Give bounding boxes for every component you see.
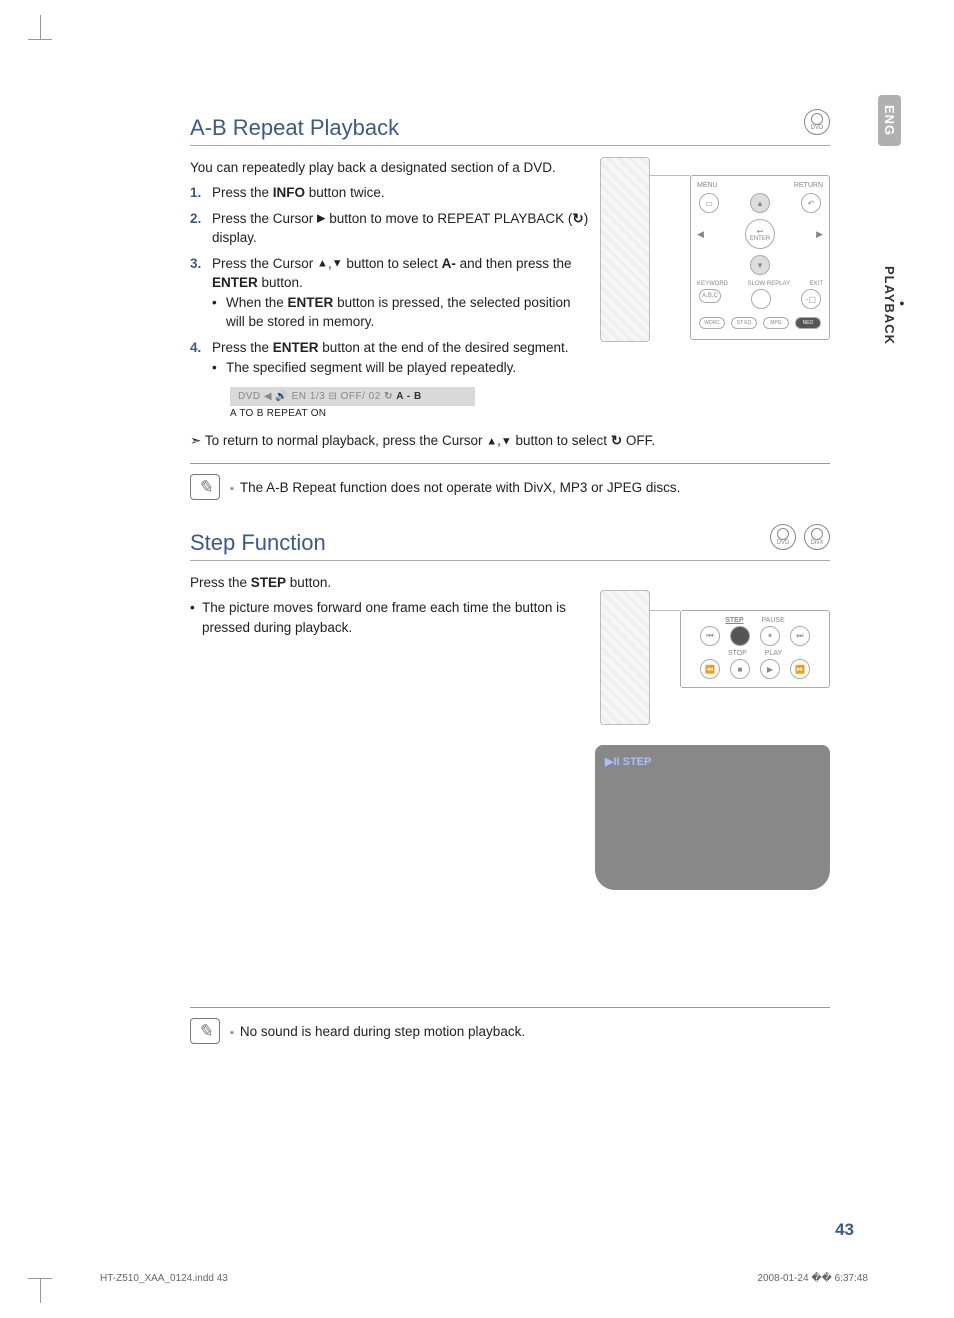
skip-back-button-icon: ⏮ (700, 626, 720, 646)
footer-timestamp: 2008-01-24 �� 6:37:48 (757, 1273, 868, 1284)
wdrc-button: WDRC (699, 317, 725, 329)
menu-button-icon: ▭ (699, 193, 719, 213)
heading-step-function-text: Step Function (190, 530, 326, 555)
cursor-down-icon: ▼ (332, 257, 343, 269)
slowreplay-button (751, 289, 771, 309)
pause-button-icon: ⏸ (760, 626, 780, 646)
left-button-icon: ◀ (697, 229, 704, 240)
note-icon-2: ✎ (190, 1018, 220, 1044)
keyword-button: A,B,C (699, 289, 721, 303)
ffwd-button-icon: ⏩ (790, 659, 810, 679)
play-label: PLAY (765, 650, 782, 657)
osd-status-caption: A TO B REPEAT ON (230, 408, 830, 419)
page-number: 43 (835, 1220, 854, 1240)
play-button-icon: ▶ (760, 659, 780, 679)
stop-button-icon: ■ (730, 659, 750, 679)
return-normal-playback: To return to normal playback, press the … (190, 433, 830, 449)
intro-ab-repeat: You can repeatedly play back a designate… (190, 160, 830, 175)
pause-label: PAUSE (762, 617, 785, 624)
figure-tv-screen: ▶II STEP (595, 745, 830, 890)
note-icon: ✎ (190, 474, 220, 500)
step-button-icon (730, 626, 750, 646)
enter-button-icon: ↩ENTER (745, 219, 775, 249)
figure-transport-panel: STEP PAUSE ⏮ ⏸ ⏭ STOP PLAY ⏪ ■ ▶ ⏩ (680, 610, 830, 688)
figure-leader-line-1 (650, 175, 690, 176)
footer-file: HT-Z510_XAA_0124.indd 43 (100, 1273, 228, 1284)
figure-nav-panel: MENURETURN ▭ ▲ ↶ ◀ ↩ENTER ▶ ▼ KEYWORDSLO… (690, 175, 830, 340)
side-tabs: ENG PLAYBACK (878, 95, 906, 465)
osd-status-bar: DVD ◀ 🔊 EN 1/3 ⊟ OFF/ 02 ↻ A - B (230, 387, 475, 406)
repeat-icon: ↻ (572, 211, 583, 226)
cursor-down-icon-2: ▼ (501, 436, 512, 448)
step-3-sub: When the ENTER button is pressed, the se… (212, 293, 590, 332)
steq-button: ST EQ (731, 317, 757, 329)
mpg-button: MPG (763, 317, 789, 329)
heading-ab-repeat: A-B Repeat Playback DVD (190, 115, 830, 146)
stop-label: STOP (728, 650, 747, 657)
tab-language: ENG (878, 95, 901, 146)
figure-remote-2 (600, 590, 650, 725)
divider-1 (190, 463, 830, 464)
crop-mark-top (40, 15, 41, 40)
skip-fwd-button-icon: ⏭ (790, 626, 810, 646)
return-button-icon: ↶ (801, 193, 821, 213)
intro-step-function: Press the STEP button. (190, 575, 830, 590)
tab-section: PLAYBACK (878, 256, 911, 355)
repeat-icon-inline: ↻ (384, 391, 393, 402)
figure-leader-line-2 (650, 610, 680, 611)
divider-2 (190, 1007, 830, 1008)
step-4-sub: The specified segment will be played rep… (212, 358, 650, 378)
cursor-up-icon-2: ▲ (486, 436, 497, 448)
heading-ab-repeat-text: A-B Repeat Playback (190, 115, 399, 140)
right-button-icon: ▶ (816, 229, 823, 240)
exit-button: -▢ (801, 289, 821, 309)
note-ab-repeat: ✎ ▪The A-B Repeat function does not oper… (190, 474, 830, 500)
disc-badge-divx: DivX (804, 524, 830, 550)
up-button-icon: ▲ (750, 193, 770, 213)
step-2: Press the Cursor ▶ button to move to REP… (190, 209, 590, 248)
disc-badge-dvd: DVD (804, 109, 830, 135)
note-step-function: ✎ ▪No sound is heard during step motion … (190, 1018, 830, 1044)
repeat-icon-2: ↻ (611, 433, 622, 448)
note-bullet-icon: ▪ (230, 483, 234, 495)
heading-step-function: Step Function DVD DivX (190, 530, 830, 561)
step-4: Press the ENTER button at the end of the… (190, 338, 650, 377)
note-bullet-icon-2: ▪ (230, 1027, 234, 1039)
disc-badge-dvd-2: DVD (770, 524, 796, 550)
step-1: Press the INFO button twice. (190, 183, 590, 203)
figure-remote-1 (600, 157, 650, 342)
crop-mark-bottom (40, 1278, 41, 1303)
step-3: Press the Cursor ▲,▼ button to select A-… (190, 254, 590, 332)
step-label: STEP (725, 617, 743, 624)
down-button-icon: ▼ (750, 255, 770, 275)
screen-step-text: ▶II STEP (605, 755, 820, 768)
cursor-up-icon: ▲ (317, 257, 328, 269)
cursor-right-icon: ▶ (317, 212, 325, 224)
neo-button: NEO (795, 317, 821, 329)
rewind-button-icon: ⏪ (700, 659, 720, 679)
bullet-step-function: • The picture moves forward one frame ea… (190, 598, 590, 637)
